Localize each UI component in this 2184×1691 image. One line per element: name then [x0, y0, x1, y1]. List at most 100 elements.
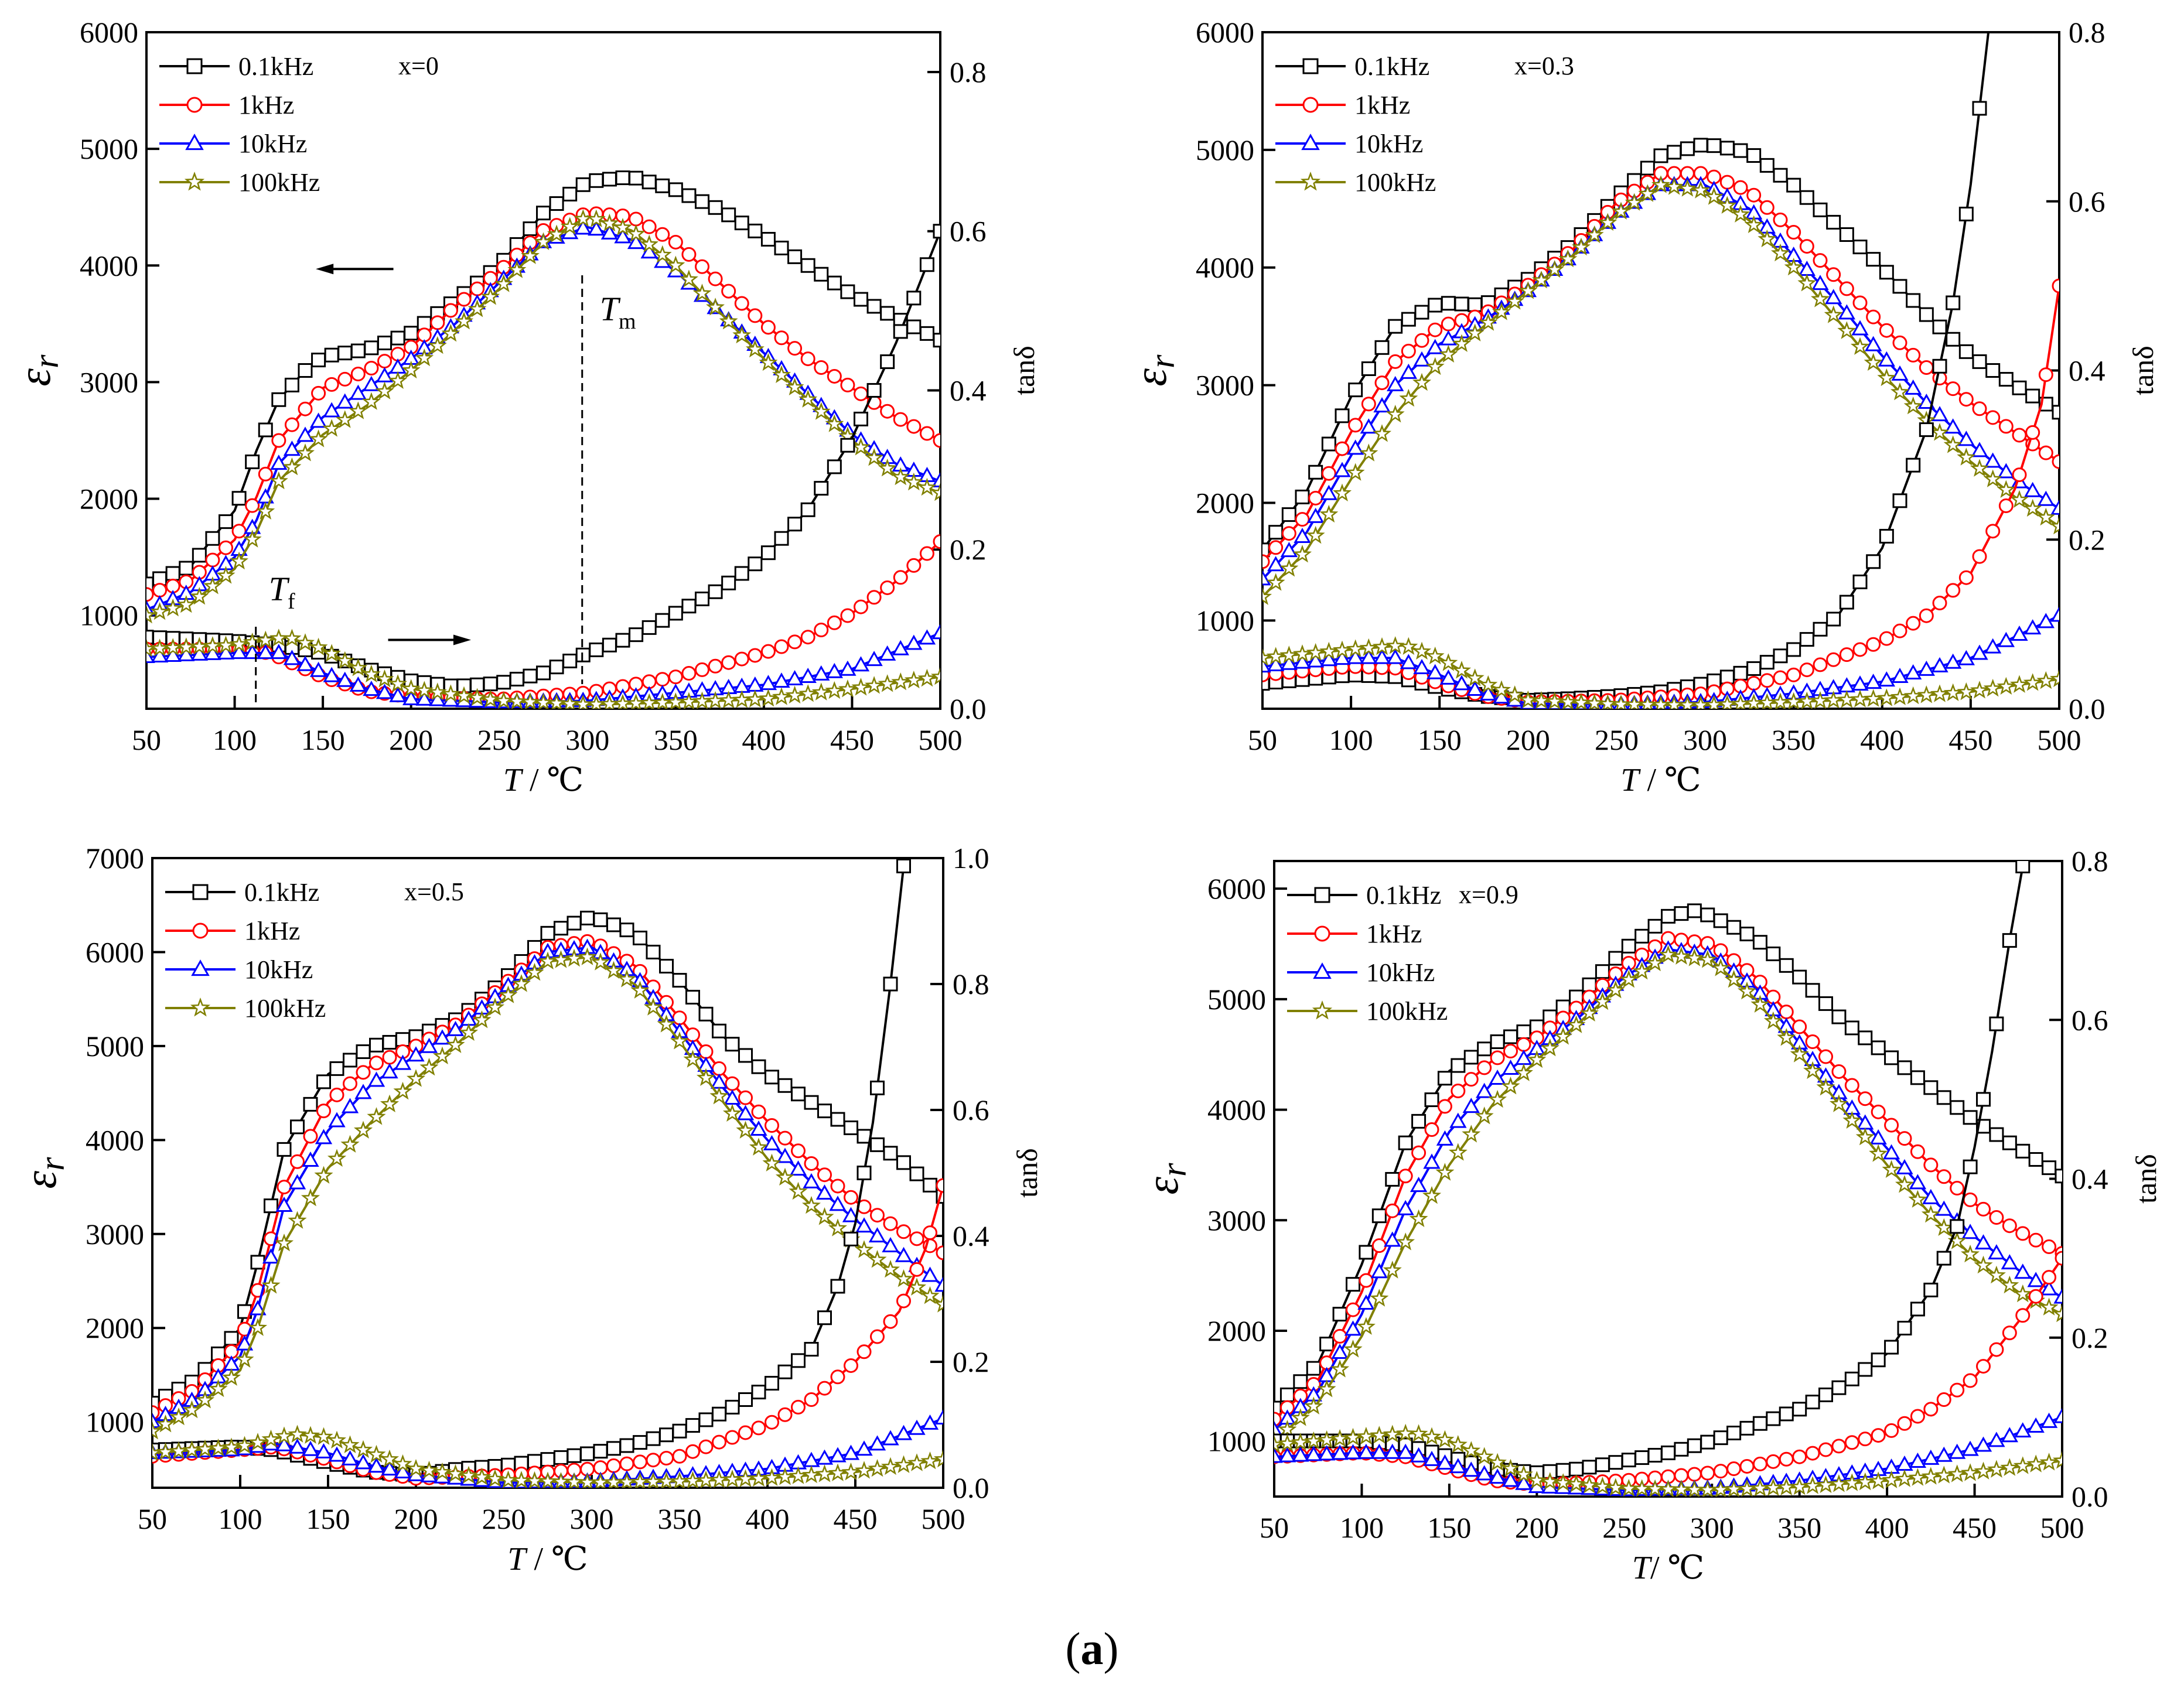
star-marker: [1957, 447, 1976, 466]
star-marker: [894, 1455, 913, 1473]
series-eps-1kHz: [1262, 166, 2059, 569]
square-marker: [1759, 655, 1774, 670]
star-marker: [838, 679, 857, 698]
square-marker: [1919, 422, 1934, 438]
star-marker: [811, 682, 831, 701]
circle-marker: [1428, 322, 1443, 337]
square-marker: [1385, 1171, 1400, 1187]
star-marker: [1718, 196, 1737, 214]
star-marker: [1908, 1468, 1927, 1486]
square-marker: [725, 1399, 740, 1415]
circle-marker: [1411, 1145, 1427, 1160]
star-marker: [441, 323, 460, 342]
square-marker: [1739, 927, 1755, 942]
circle-marker: [1374, 375, 1390, 391]
circle-marker: [1490, 1050, 1505, 1065]
square-marker: [1634, 928, 1650, 944]
star-marker: [591, 952, 610, 971]
star-marker: [1479, 675, 1498, 694]
legend-label: 1kHz: [1354, 91, 1410, 119]
circle-marker: [655, 227, 670, 242]
star-marker: [920, 1286, 940, 1304]
triangle-marker: [1917, 394, 1936, 409]
star-marker: [2026, 1454, 2046, 1473]
series-line: [152, 915, 943, 1405]
circle-marker: [725, 1076, 740, 1091]
triangle-marker: [776, 1147, 794, 1163]
square-marker: [1687, 1438, 1702, 1453]
triangle-marker: [1462, 1461, 1480, 1477]
square-marker: [1302, 58, 1319, 74]
y-tick-label-left: 4000: [80, 249, 138, 282]
square-marker: [554, 921, 568, 936]
triangle-marker: [1384, 1231, 1401, 1247]
square-marker: [1858, 1030, 1873, 1046]
y-tick-label-right: 0.2: [953, 1345, 989, 1378]
star-marker: [732, 690, 752, 708]
circle-marker: [751, 1420, 766, 1436]
square-marker: [2025, 388, 2040, 404]
square-marker: [575, 177, 591, 192]
square-marker: [854, 292, 868, 307]
circle-marker: [382, 1050, 397, 1065]
star-marker: [1465, 668, 1485, 686]
star-marker: [248, 1318, 268, 1336]
circle-marker: [1346, 1302, 1360, 1317]
square-marker: [1398, 1135, 1413, 1150]
y-axis-label-left: εr: [1125, 354, 1182, 387]
star-marker: [1855, 1127, 1875, 1146]
star-marker: [1842, 1111, 1862, 1129]
circle-marker: [290, 1154, 305, 1169]
legend-label: 100kHz: [244, 994, 326, 1023]
triangle-marker: [296, 655, 314, 671]
star-marker: [1974, 1255, 1993, 1274]
y-tick-label-left: 5000: [86, 1030, 144, 1063]
y-tick-label-left: 4000: [1207, 1094, 1266, 1126]
square-marker: [1950, 1100, 1965, 1115]
square-marker: [395, 1032, 410, 1047]
star-marker: [1425, 646, 1445, 665]
circle-marker: [774, 639, 789, 654]
star-marker: [626, 224, 646, 242]
circle-marker: [698, 1439, 714, 1454]
circle-marker: [708, 658, 723, 674]
square-marker: [1844, 1371, 1859, 1386]
star-marker: [459, 1465, 479, 1484]
square-marker: [364, 340, 379, 356]
triangle-marker: [1811, 275, 1829, 291]
star-marker: [1278, 1419, 1297, 1438]
star-marker: [1685, 948, 1704, 966]
star-marker: [184, 171, 205, 191]
circle-marker: [1892, 623, 1907, 638]
triangle-marker: [389, 686, 407, 702]
triangle-marker: [868, 1227, 886, 1243]
y-axis-label-right: tanδ: [2130, 1154, 2162, 1204]
triangle-marker: [1294, 653, 1311, 669]
square-marker: [1719, 141, 1735, 156]
triangle-marker: [1410, 1177, 1428, 1193]
circle-marker: [1759, 673, 1774, 688]
square-marker: [1335, 408, 1350, 423]
triangle-marker: [336, 393, 354, 409]
triangle-marker: [574, 219, 592, 235]
circle-marker: [1906, 347, 1921, 363]
star-marker: [1625, 193, 1644, 211]
star-marker: [815, 1207, 834, 1225]
square-marker: [760, 231, 776, 247]
star-marker: [1279, 559, 1299, 577]
square-marker: [1958, 206, 1974, 221]
star-marker: [322, 419, 342, 437]
circle-marker: [1295, 512, 1310, 527]
triangle-marker: [1502, 1060, 1520, 1075]
circle-marker: [777, 1407, 793, 1422]
y-tick-label-left: 2000: [1196, 486, 1254, 519]
square-marker: [316, 1074, 331, 1089]
triangle-marker: [2014, 1263, 2032, 1279]
triangle-marker: [1331, 1343, 1349, 1359]
triangle-marker: [1988, 1432, 2005, 1447]
triangle-marker: [1961, 1440, 1979, 1456]
star-marker: [640, 234, 659, 253]
plot-frame: [145, 31, 941, 710]
circle-marker: [1985, 524, 2001, 539]
triangle-marker: [236, 1335, 254, 1351]
